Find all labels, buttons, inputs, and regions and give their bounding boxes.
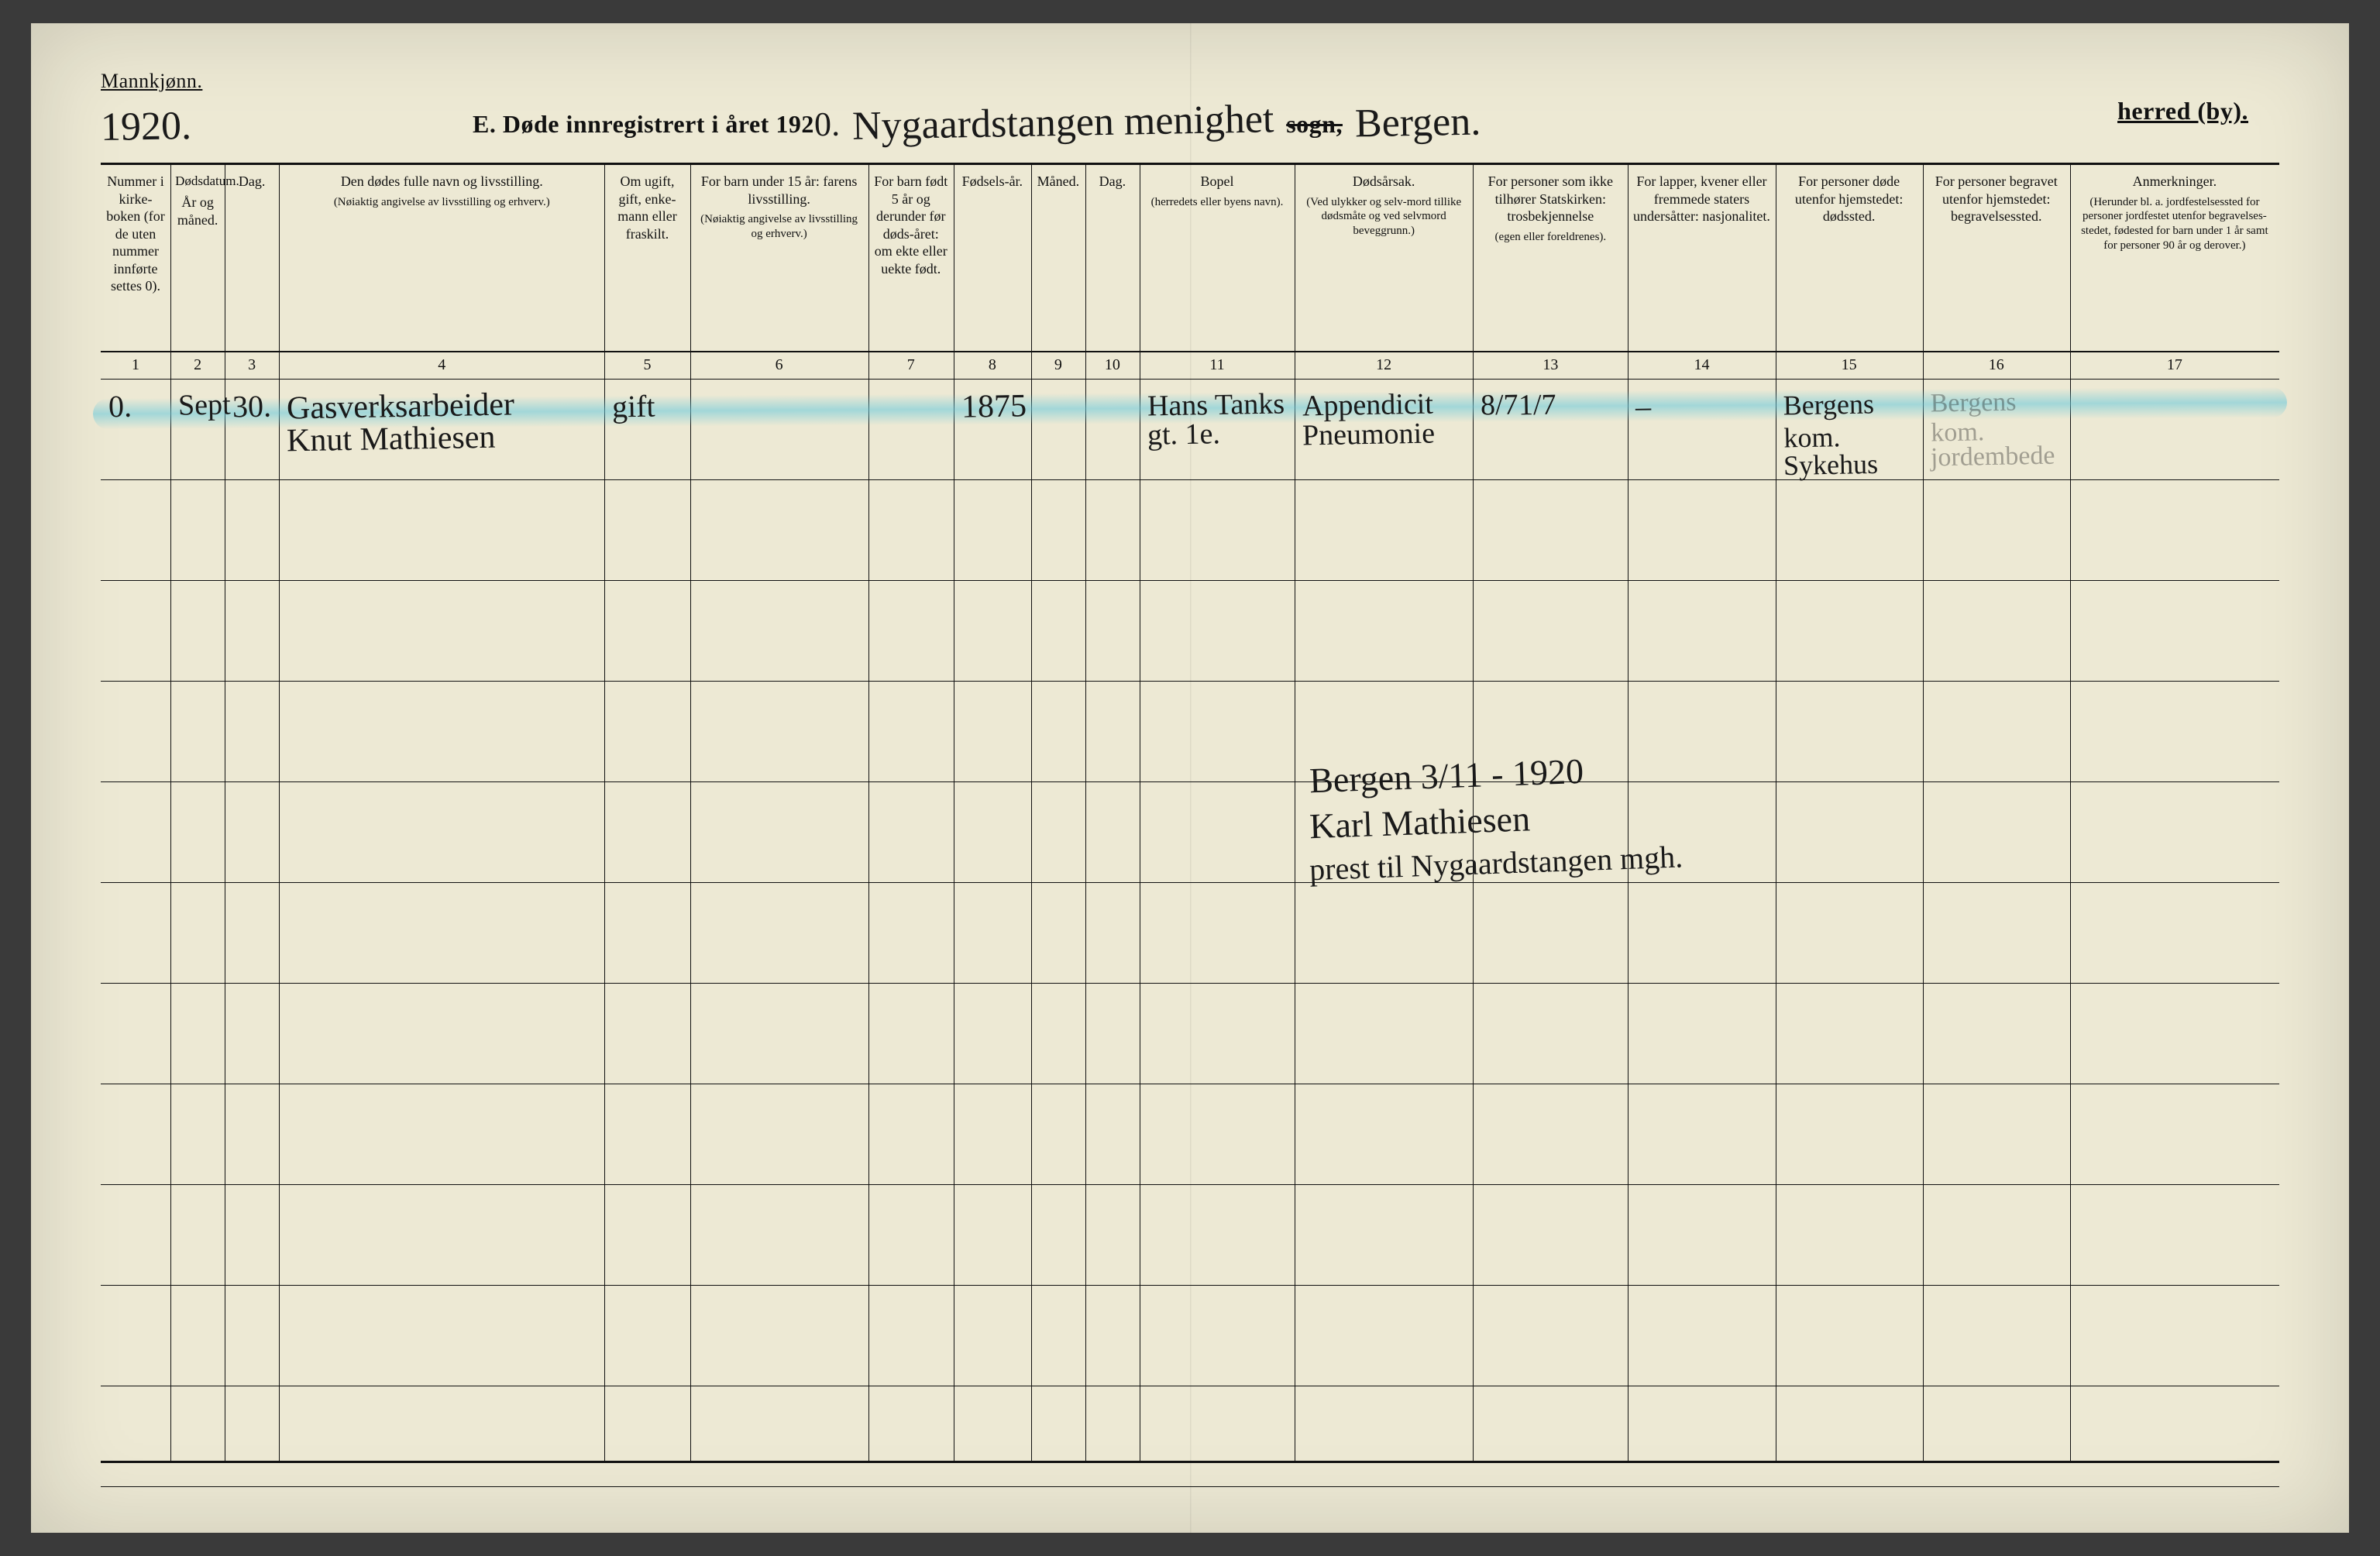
entry-row-1: 0.Sept30.GasverksarbeiderKnut Mathieseng… [101,379,2279,479]
colnum-15: 15 [1776,351,1923,379]
header-cell-2: Dødsdatum.År og måned. [170,165,225,351]
colnum-12: 12 [1295,351,1473,379]
colnum-1: 1 [101,351,170,379]
title-year-digit: 0. [813,105,840,145]
gender-label: Mannkjønn. [101,70,2279,93]
sogn-label: sogn, [1286,110,1343,138]
colnum-7: 7 [868,351,954,379]
parish-handwritten: Nygaardstangen menighet [851,96,1274,149]
entry-cell-3: 30. [225,379,279,479]
header-cell-10: Dag. [1085,165,1140,351]
title-line: E. Døde innregistrert i året 1920. Nygaa… [473,97,2248,143]
entry-cell-9 [1031,379,1085,479]
entry-cell-13: 8/71/7 [1473,379,1628,479]
entry-cell-10 [1085,379,1140,479]
colnum-16: 16 [1923,351,2070,379]
row-divider [101,681,2279,682]
header-cell-4: Den dødes fulle navn og livsstilling.(Nø… [279,165,604,351]
entry-cell-15: Bergens kom.Sykehus [1776,379,1923,479]
header-cell-7: For barn født 5 år og derunder før døds-… [868,165,954,351]
content-area: Mannkjønn. 1920. E. Døde innregistrert i… [101,70,2279,1463]
table-body: 0.Sept30.GasverksarbeiderKnut Mathieseng… [101,379,2279,1461]
row-divider [101,882,2279,883]
register-table: Nummer i kirke-boken (for de uten nummer… [101,163,2279,1463]
header-cell-1: Nummer i kirke-boken (for de uten nummer… [101,165,170,351]
herred-label: herred (by). [2117,97,2248,125]
header-cell-14: For lapper, kvener eller fremmede stater… [1628,165,1775,351]
header-cell-12: Dødsårsak.(Ved ulykker og selv-mord till… [1295,165,1473,351]
entry-cell-5: gift [604,379,690,479]
entry-cell-16: Bergens kom.jordembede [1923,379,2070,479]
row-divider [101,1285,2279,1286]
colnum-11: 11 [1140,351,1295,379]
header-cell-15: For personer døde utenfor hjemstedet: dø… [1776,165,1923,351]
row-divider [101,580,2279,581]
entry-cell-14: – [1628,379,1775,479]
header-cell-5: Om ugift, gift, enke-mann eller fraskilt… [604,165,690,351]
header-cell-3: Dag. [225,165,279,351]
row-divider [101,1184,2279,1185]
colnum-9: 9 [1031,351,1085,379]
by-handwritten: Bergen. [1354,99,1481,147]
entry-cell-11: Hans Tanksgt. 1e. [1140,379,1295,479]
entry-cell-1: 0. [101,379,170,479]
colnum-14: 14 [1628,351,1775,379]
page: Mannkjønn. 1920. E. Døde innregistrert i… [0,0,2380,1556]
entry-cell-2: Sept [170,379,225,479]
header-cell-16: For personer begravet utenfor hjemstedet… [1923,165,2070,351]
row-divider [101,781,2279,782]
year-value: 1920. [100,103,191,150]
entry-cell-7 [868,379,954,479]
colnum-8: 8 [954,351,1031,379]
colnum-3: 3 [225,351,279,379]
column-number-row: 1234567891011121314151617 [101,351,2279,380]
row-divider [101,983,2279,984]
row-divider [101,479,2279,480]
header-cell-9: Måned. [1031,165,1085,351]
header-cell-11: Bopel(herredets eller byens navn). [1140,165,1295,351]
header-cell-13: For personer som ikke tilhører Statskirk… [1473,165,1628,351]
header-cell-17: Anmerkninger.(Herunder bl. a. jordfestel… [2070,165,2279,351]
entry-cell-6 [690,379,868,479]
colnum-6: 6 [690,351,868,379]
colnum-2: 2 [170,351,225,379]
entry-cell-4: GasverksarbeiderKnut Mathiesen [279,379,604,479]
colnum-13: 13 [1473,351,1628,379]
entry-cell-12: AppendicitPneumonie [1295,379,1473,479]
colnum-10: 10 [1085,351,1140,379]
title-prefix: E. Døde innregistrert i året 192 [473,110,814,138]
colnum-5: 5 [604,351,690,379]
header-cell-8: Fødsels-år. [954,165,1031,351]
entry-cell-8: 1875 [954,379,1031,479]
entry-cell-17 [2070,379,2279,479]
paper-sheet: Mannkjønn. 1920. E. Døde innregistrert i… [31,23,2349,1533]
colnum-17: 17 [2070,351,2279,379]
header-cell-6: For barn under 15 år: farens livsstillin… [690,165,868,351]
year-handwritten: 1920. [101,101,191,146]
table-header: Nummer i kirke-boken (for de uten nummer… [101,165,2279,352]
colnum-4: 4 [279,351,604,379]
row-divider [101,1486,2279,1487]
